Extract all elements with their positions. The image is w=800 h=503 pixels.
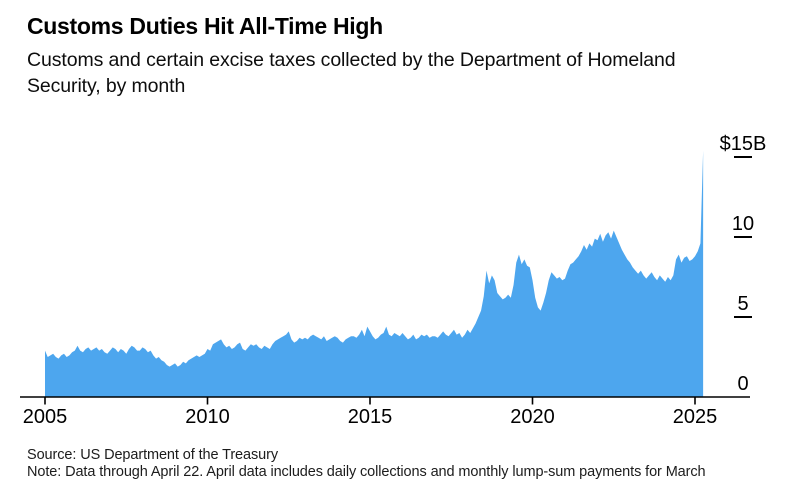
customs-duties-area-series <box>45 150 704 397</box>
x-axis-label-2020: 2020 <box>510 406 555 428</box>
y-axis-label-15: $15B <box>720 133 767 155</box>
y-axis-label-5: 5 <box>737 293 748 315</box>
x-axis-label-2025: 2025 <box>673 406 718 428</box>
data-note: Note: Data through April 22. April data … <box>27 464 706 480</box>
area-chart: 2005 2010 2015 2020 2025 0 5 10 $15B <box>20 133 767 428</box>
chart-subtitle-line-1: Customs and certain excise taxes collect… <box>27 49 676 71</box>
x-axis-label-2015: 2015 <box>348 406 393 428</box>
y-axis-label-0: 0 <box>737 373 748 395</box>
chart-subtitle-line-2: Security, by month <box>27 75 186 97</box>
chart-subtitle: Customs and certain excise taxes collect… <box>27 47 676 99</box>
chart-title: Customs Duties Hit All-Time High <box>27 13 383 39</box>
y-axis-label-10: 10 <box>732 213 754 235</box>
x-axis-label-2005: 2005 <box>23 406 68 428</box>
source-note: Source: US Department of the Treasury <box>27 447 278 463</box>
x-axis-label-2010: 2010 <box>185 406 230 428</box>
